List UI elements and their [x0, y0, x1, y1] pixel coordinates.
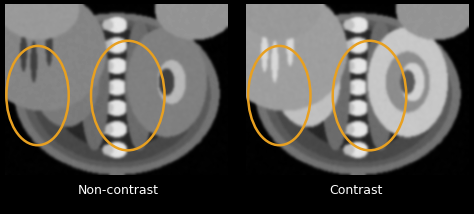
Text: Non-contrast: Non-contrast [78, 184, 159, 197]
Text: Contrast: Contrast [329, 184, 382, 197]
